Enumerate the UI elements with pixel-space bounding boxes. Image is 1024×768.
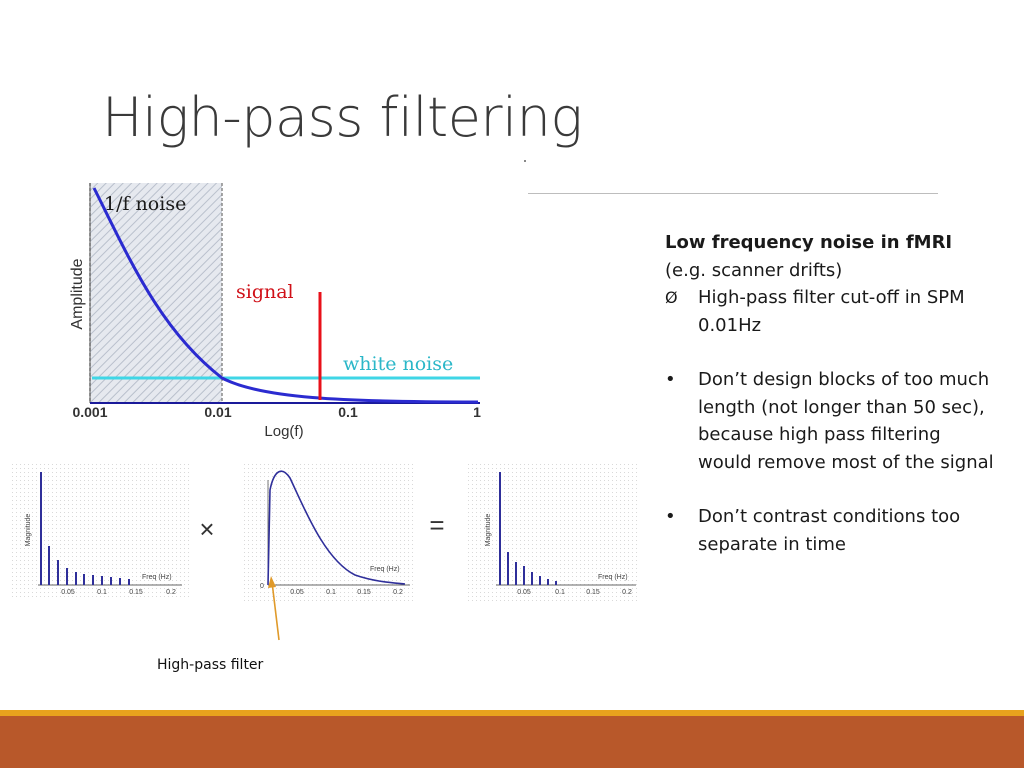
footer-bar [0,716,1024,768]
notes-bullet-text: Don’t design blocks of too much length (… [698,369,994,473]
x-tick-label: 1 [473,404,481,420]
notes-bullet: • Don’t contrast conditions too separate… [665,503,995,558]
output-spectrum-panel: Magnitude Freq (Hz) 0.05 0.1 0.15 0.2 [468,462,640,602]
input-spectrum-tick: 0.1 [97,589,107,596]
input-spectrum-tick: 0.2 [166,589,176,596]
filter-response-tick: 0.1 [326,589,336,596]
filter-response-tick: 0.05 [290,589,304,596]
noise-spectrum-plot: 1/f noise signal white noise Amplitude 0… [69,183,481,440]
amplitude-axis-label: Amplitude [69,258,86,329]
input-spectrum-tick: 0.05 [61,589,75,596]
white-noise-label: white noise [343,353,453,375]
filter-pointer-head [268,576,276,588]
filter-response-tick: 0.2 [393,589,403,596]
log-f-axis-label: Log(f) [264,423,303,440]
x-tick-label: 0.01 [204,404,231,420]
filter-response-xlabel: Freq (Hz) [370,566,400,573]
output-spectrum-tick: 0.2 [622,589,632,596]
filter-pointer-line [271,581,280,641]
arrow-bullet-icon: Ø [665,288,678,307]
filter-response-zero-label: 0 [260,583,264,590]
filter-response-panel: 0 Freq (Hz) 0.05 0.1 0.15 0.2 [242,462,414,602]
notes-heading: Low frequency noise in fMRI (e.g. scanne… [665,229,995,284]
stray-mark [524,160,526,162]
output-spectrum-tick: 0.15 [586,589,600,596]
bullet-icon: • [665,506,676,527]
notes-sub-item: Ø High-pass filter cut-off in SPM 0.01Hz [665,284,995,339]
x-tick-label: 0.001 [72,404,107,420]
input-spectrum-tick: 0.15 [129,589,143,596]
output-spectrum-tick: 0.05 [517,589,531,596]
notes-panel: Low frequency noise in fMRI (e.g. scanne… [665,229,995,558]
notes-heading-bold: Low frequency noise in fMRI [665,232,953,253]
input-spectrum-ylabel: Magnitude [25,514,32,547]
output-spectrum-bars [499,472,557,585]
one-over-f-noise-curve [92,187,479,404]
low-frequency-shaded-region [90,183,222,403]
filter-pointer-arrow [268,576,280,641]
input-spectrum-panel: Magnitude Freq (Hz) 0.05 0.1 0.15 0.2 [10,462,190,600]
equals-operator: = [429,510,444,540]
signal-label: signal [236,281,294,303]
notes-bullet: • Don’t design blocks of too much length… [665,366,995,476]
output-spectrum-ylabel: Magnitude [485,514,492,547]
notes-heading-rest: (e.g. scanner drifts) [665,259,843,281]
output-spectrum-tick: 0.1 [555,589,565,596]
output-spectrum-background [468,462,640,602]
x-tick-label: 0.1 [338,404,358,420]
input-spectrum-bars [40,472,130,585]
bullet-icon: • [665,369,676,390]
accent-bar [0,710,1024,716]
output-spectrum-xlabel: Freq (Hz) [598,574,628,581]
one-over-f-noise-label: 1/f noise [104,193,186,215]
high-pass-filter-curve [267,470,406,586]
input-spectrum-xlabel: Freq (Hz) [142,574,172,581]
notes-sub-text: High-pass filter cut-off in SPM 0.01Hz [698,287,965,336]
notes-bullet-text: Don’t contrast conditions too separate i… [698,506,961,555]
high-pass-filter-label: High-pass filter [157,657,264,673]
filter-response-tick: 0.15 [357,589,371,596]
title-divider [528,193,938,194]
multiply-operator: × [199,514,214,544]
slide-title: High-pass filtering [102,86,583,149]
